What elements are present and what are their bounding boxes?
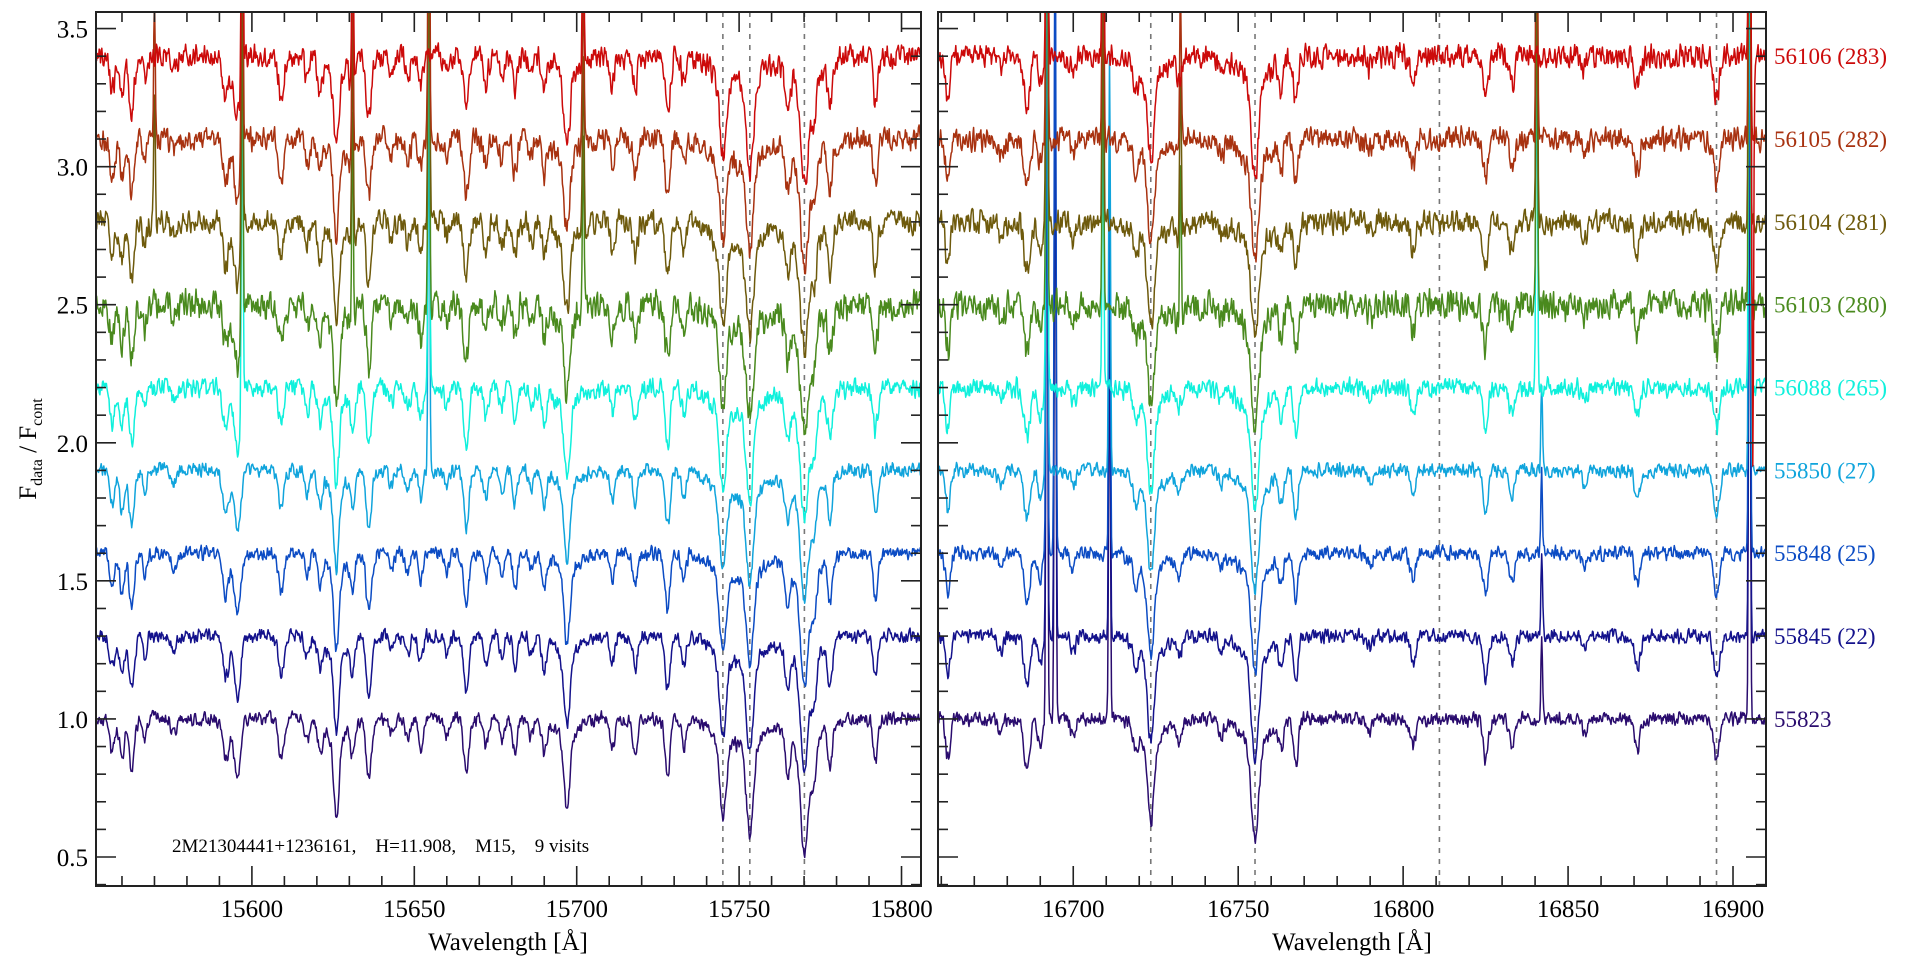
x-tick-label: 15800 (870, 896, 933, 923)
x-tick-label: 15750 (708, 896, 771, 923)
plot-area (938, 12, 1766, 886)
x-tick-label: 15600 (221, 896, 284, 923)
series-label-56106: 56106 (283) (1774, 44, 1887, 69)
y-tick-label: 0.5 (57, 845, 88, 872)
spectrum-55850 (938, 12, 1766, 596)
spectrum-55823 (938, 29, 1766, 845)
series-label-56104: 56104 (281) (1774, 210, 1887, 235)
y-label-sub-b: cont (29, 398, 46, 426)
x-tick-label: 16800 (1372, 896, 1435, 923)
spectrum-55848 (96, 544, 921, 688)
x-tick-label: 15700 (545, 896, 608, 923)
x-axis-label-right: Wavelength [Å] (1272, 929, 1432, 956)
spectrum-55845 (96, 627, 921, 774)
spectrum-55848 (938, 12, 1766, 676)
y-tick-label: 1.0 (57, 707, 88, 734)
series-label-55845: 55845 (22) (1774, 624, 1876, 649)
y-label-sub-a: data (29, 459, 46, 486)
spectrum-55823 (96, 709, 921, 859)
spectrum-56105 (96, 12, 921, 275)
y-label-main-a: F (15, 486, 42, 500)
spectrum-56103 (938, 12, 1766, 433)
x-tick-label: 16750 (1207, 896, 1270, 923)
series-label-56103: 56103 (280) (1774, 293, 1887, 318)
y-axis-label: Fdata / Fcont (15, 398, 46, 500)
star-annotation: 2M21304441+1236161, H=11.908, M15, 9 vis… (172, 836, 589, 857)
series-label-55823: 55823 (1774, 707, 1832, 732)
y-label-main-b: F (15, 426, 42, 440)
plot-area (96, 12, 921, 886)
left-panel: 15600 15650 15700 15750 15800 0.5 1.0 1.5 2.0 2.5… (57, 11, 933, 923)
x-tick-label: 15650 (383, 896, 446, 923)
x-tick-label: 16850 (1537, 896, 1600, 923)
x-tick-label: 16900 (1702, 896, 1765, 923)
y-tick-label: 2.0 (57, 431, 88, 458)
y-tick-label: 3.0 (57, 155, 88, 182)
spectrum-56105 (938, 12, 1766, 263)
y-label-sep: / (15, 440, 42, 459)
axes-frame (95, 11, 922, 887)
spectrum-56103 (96, 12, 921, 436)
y-tick-label: 3.5 (57, 17, 88, 44)
spectrum-55845 (938, 12, 1766, 765)
y-tick-label: 1.5 (57, 569, 88, 596)
spectrum-56088 (938, 12, 1766, 512)
series-label-55848: 55848 (25) (1774, 541, 1876, 566)
x-axis-label-left: Wavelength [Å] (428, 929, 588, 956)
right-panel: 16700 16750 16800 16850 16900 (937, 11, 1767, 923)
series-label-56105: 56105 (282) (1774, 127, 1887, 152)
axes-frame (937, 11, 1767, 887)
spectrum-56106 (938, 12, 1766, 467)
spectrum-56088 (96, 12, 921, 524)
spectrum-56104 (938, 12, 1766, 338)
series-label-55850: 55850 (27) (1774, 458, 1876, 483)
series-label-56088: 56088 (265) (1774, 376, 1887, 401)
series-labels: 55823 55845 (22) 55848 (25) 55850 (27) 56088… (1774, 44, 1887, 732)
spectrum-55850 (96, 85, 921, 604)
y-tick-label: 2.5 (57, 293, 88, 320)
spectrum-56104 (96, 12, 921, 359)
x-tick-label: 16700 (1042, 896, 1105, 923)
spectrum-56106 (96, 12, 921, 186)
